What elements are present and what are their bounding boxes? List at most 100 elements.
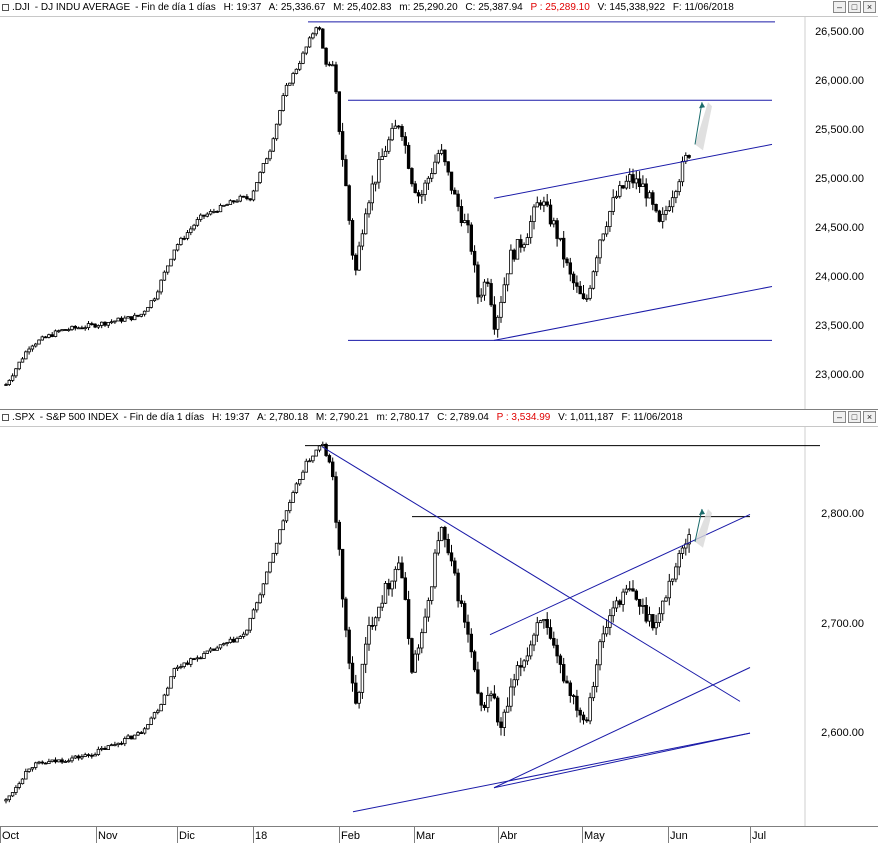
candle [413,180,417,194]
candle [350,218,355,260]
candle [231,636,236,643]
maximize-button[interactable]: □ [848,411,861,423]
candle-body [661,600,665,615]
candle-body [228,200,233,205]
candle-body [301,471,305,480]
candle-body [288,82,292,86]
candle [664,205,668,221]
candle-body [621,591,625,605]
candle [182,235,186,241]
candle [492,296,497,335]
candle [248,198,252,202]
candle [288,82,292,86]
candle-body [169,258,173,267]
candle-body [505,705,510,713]
candle-body [522,660,526,668]
candle [429,168,434,183]
candle [123,736,127,747]
candle [410,167,414,187]
candle-body [446,539,450,554]
candle-body [647,192,652,199]
candle-body [301,52,305,64]
candle-body [604,226,609,235]
candle [96,746,101,756]
dji-chart-pane[interactable]: .DJI - DJ INDU AVERAGE - Fin de día 1 días… [0,0,878,410]
candle [344,596,348,638]
maximize-button[interactable]: □ [848,1,861,13]
candle [512,673,516,696]
dji-candlestick-plot[interactable] [0,17,878,409]
candle [456,568,460,608]
x-tick-label: Oct [2,830,20,842]
candle [377,151,381,189]
candle [165,686,170,697]
candle-body [571,273,576,284]
candle [637,598,642,615]
candle [337,519,341,556]
candle-body [212,210,216,213]
pane-menu-icon[interactable] [2,414,9,421]
candle-body [106,322,110,326]
candle-body [509,686,513,707]
candle-body [119,317,124,322]
candle-body [680,160,685,183]
candle-body [311,33,315,39]
candle-body [532,634,536,646]
candle-body [674,566,678,580]
candle [624,584,629,595]
candle [347,626,351,670]
candle-body [50,759,54,762]
spx-chart-pane[interactable]: .SPX - S&P 500 INDEX - Fin de día 1 días H… [0,410,878,827]
pane-menu-icon[interactable] [2,4,9,11]
candle [334,471,338,529]
candle-body [251,190,256,201]
candle [403,572,407,601]
candle-body [241,195,246,198]
candle [100,746,104,752]
candle [565,675,569,684]
candle-body [429,586,434,601]
candle [581,285,586,300]
candle [175,664,180,672]
candle [601,233,605,242]
candle [126,734,130,740]
candle-body [383,150,388,157]
close-button[interactable]: × [863,411,876,423]
minimize-button[interactable]: – [833,1,846,13]
candle-body [558,655,563,665]
candle [344,154,348,187]
candle-body [383,583,388,604]
candle [571,271,576,290]
candle [297,60,302,72]
candle-body [142,728,147,734]
x-tick [582,827,583,843]
candle [674,562,678,583]
candle [281,519,285,531]
close-button[interactable]: × [863,1,876,13]
spx-candlestick-plot[interactable] [0,427,878,826]
candle-body [123,738,127,745]
candle [4,798,8,804]
candle [235,636,239,643]
candle-body [162,694,167,705]
candle-body [103,321,107,326]
candle-body [591,271,596,289]
candle [370,175,374,211]
candle-body [185,662,190,665]
candle [182,662,186,669]
minimize-button[interactable]: – [833,411,846,423]
candle-body [228,638,233,643]
candle [113,320,117,324]
candle [90,321,94,326]
candle-body [261,163,266,173]
candle-body [512,679,516,688]
candle-body [172,668,176,678]
candle [420,189,424,204]
candle [202,214,206,219]
candle [499,295,503,323]
candle-body [538,620,543,624]
candle [330,457,335,481]
candle [661,600,665,621]
candle-body [598,641,602,666]
candle-body [585,297,589,300]
